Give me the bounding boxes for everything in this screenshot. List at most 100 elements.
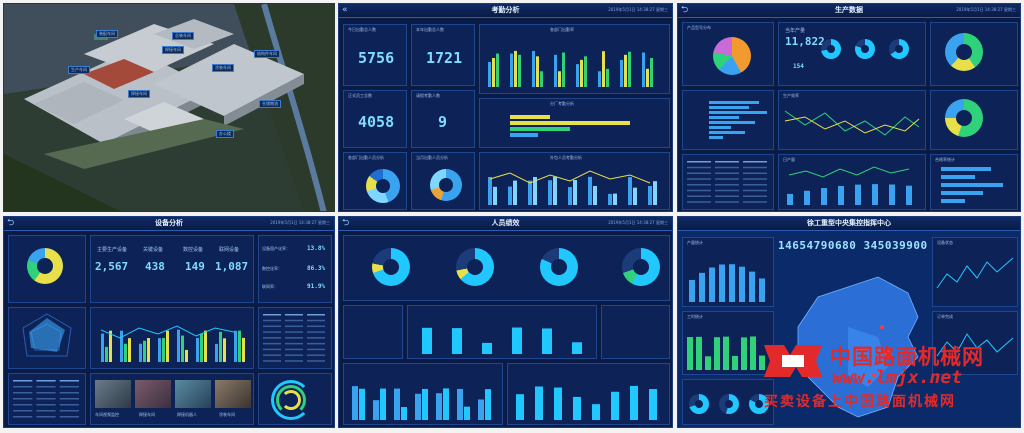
bar-mark <box>689 279 695 302</box>
video-thumbnail[interactable] <box>95 380 131 408</box>
bar-mark <box>687 195 711 197</box>
output-value: 11,822 <box>785 35 825 48</box>
bar-mark <box>485 389 491 420</box>
chart-title: 各部门出勤率 <box>550 27 574 32</box>
stat-card: 今日出勤总人数 5756 <box>343 24 407 86</box>
line-mark <box>788 166 910 178</box>
horizontal-bar-chart <box>510 115 630 137</box>
chart-title: 订单完成 <box>937 314 953 319</box>
bar-mark <box>743 172 767 174</box>
donut-card <box>930 22 1018 86</box>
bar-mark <box>687 172 711 174</box>
back-arrow-icon[interactable]: ⮌ <box>7 218 15 228</box>
bar-mark <box>838 185 844 205</box>
bar-mark <box>263 360 281 362</box>
bar-mark <box>488 61 491 87</box>
bar-mark <box>743 201 767 203</box>
hbar-card <box>682 90 774 150</box>
back-arrow-icon[interactable]: ⮌ <box>681 5 689 15</box>
bar-mark <box>496 53 499 87</box>
donut-chart <box>945 99 983 137</box>
bar-mark <box>533 177 537 205</box>
chart-title: 分厂考勤分析 <box>550 101 574 106</box>
bar-mark <box>120 330 123 362</box>
radar-chart <box>22 313 72 357</box>
bar-mark <box>624 54 627 87</box>
bar-chart-card <box>407 305 597 359</box>
bar-mark <box>492 58 495 87</box>
chart-title: 工时统计 <box>687 314 703 319</box>
bar-mark <box>532 50 535 87</box>
back-arrow-icon[interactable]: ⮌ <box>342 218 350 228</box>
pie-card: 当月出勤人员分析 <box>411 152 475 210</box>
bar-mark <box>105 346 108 362</box>
command-center-panel: 徐工重型中央集控指挥中心 14654790680 345039900 产量统计 … <box>677 216 1021 428</box>
stat-card: 请假考勤人数 9 <box>411 90 475 148</box>
watermark-slogan: 买卖设备上中国路面机械网 <box>764 394 956 410</box>
pie-card: 各部门出勤人员分析 <box>343 152 407 210</box>
bar-mark <box>576 64 579 87</box>
bar-mark <box>568 187 572 205</box>
area-chart <box>936 333 1014 357</box>
bar-mark <box>177 329 180 362</box>
grouped-bar-chart <box>352 386 491 420</box>
bar-mark <box>787 193 793 205</box>
bar-mark <box>263 314 281 316</box>
page-title: 人员绩效 <box>491 219 520 227</box>
stat-value: 9 <box>438 113 448 131</box>
stat-label: 正式员工总数 <box>348 93 372 98</box>
bar-mark <box>648 185 652 205</box>
bar-mark <box>715 201 739 203</box>
rate-value: 13.8% <box>307 245 326 252</box>
bar-mark <box>602 51 605 87</box>
rate-value: 91.9% <box>307 283 326 290</box>
bar-mark <box>649 389 657 420</box>
stat-label: 关键设备 <box>143 247 164 253</box>
bar-mark <box>59 404 79 406</box>
combo-bar-line-chart <box>488 170 657 205</box>
bar-mark <box>723 336 729 370</box>
bar-mark <box>204 330 207 362</box>
bar-chart <box>689 264 765 302</box>
bar-mark <box>580 59 583 87</box>
bar-chart <box>516 385 657 420</box>
video-thumbnail[interactable] <box>175 380 211 408</box>
stat-label: 请假考勤人数 <box>416 93 440 98</box>
bar-mark <box>285 337 303 339</box>
bar-mark <box>13 386 33 388</box>
bar-mark <box>128 338 131 362</box>
stat-value: 5756 <box>358 49 395 67</box>
bar-line-card <box>90 307 254 369</box>
bar-chart-card: 产量统计 <box>682 237 774 307</box>
bar-mark <box>59 392 79 394</box>
bar-mark <box>518 54 521 87</box>
bar-mark <box>536 56 539 87</box>
radial-bar-card <box>258 373 332 425</box>
output-sub-value: 154 <box>793 63 804 70</box>
bar-mark <box>528 180 532 205</box>
bar-mark <box>263 354 281 356</box>
digital-counter: 14654790680 345039900 <box>778 239 928 252</box>
video-caption: 焊接车间 <box>139 412 155 417</box>
video-thumbnail[interactable] <box>135 380 171 408</box>
bar-chart-card <box>507 363 670 425</box>
donut-chart <box>430 169 462 201</box>
bar-mark <box>36 380 56 382</box>
aerial-label: 仓储物流 <box>259 100 281 108</box>
bar-mark <box>741 337 747 370</box>
bar-mark <box>307 337 325 339</box>
bar-chart <box>787 166 912 205</box>
bar-mark <box>715 161 739 163</box>
rate-label: 数控化率： <box>262 266 282 271</box>
bar-mark <box>732 355 738 370</box>
aerial-factory-image <box>4 4 334 211</box>
bar-mark <box>285 331 303 333</box>
bar-mark <box>436 393 442 420</box>
stat-value: 4058 <box>358 113 395 131</box>
double-chevron-left-icon[interactable]: « <box>342 5 348 15</box>
video-thumbnail[interactable] <box>215 380 251 408</box>
stat-label: 主要生产设备 <box>97 247 128 253</box>
production-header: ⮌ 生产数据 2019年5月1日 14:38:27 星期三 <box>678 4 1020 18</box>
bar-mark <box>606 68 609 87</box>
bar-mark <box>307 325 325 328</box>
